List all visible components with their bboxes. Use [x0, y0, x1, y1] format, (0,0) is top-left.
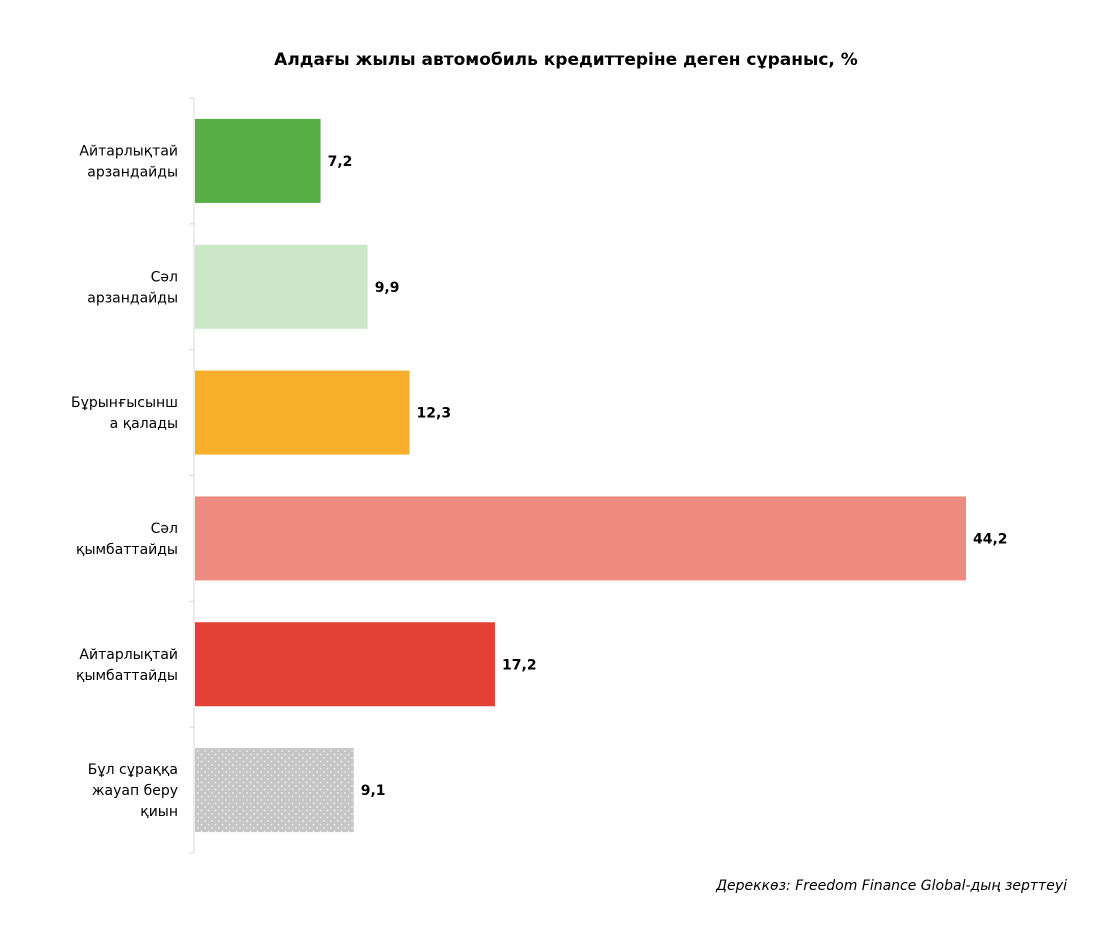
category-label-line: Сәл	[151, 269, 178, 285]
category-label-line: қымбаттайды	[76, 668, 178, 684]
category-label-line: арзандайды	[87, 290, 178, 306]
category-label-3: Бұрынғысынш а қалады	[71, 395, 178, 432]
value-label-2: 9,9	[375, 280, 400, 296]
category-label-1: Айтарлықтай арзандайды	[79, 143, 178, 180]
category-label-line: қымбаттайды	[76, 542, 178, 558]
category-label-line: арзандайды	[87, 164, 178, 180]
value-label-4: 44,2	[973, 531, 1008, 547]
category-label-line: Айтарлықтай	[79, 143, 178, 159]
category-label-line: а қалады	[110, 416, 178, 432]
category-label-line: Бұрынғысынш	[71, 395, 178, 411]
bars	[195, 118, 966, 833]
value-label-3: 12,3	[417, 406, 452, 422]
y-axis	[189, 97, 195, 854]
category-label-2: Сәл арзандайды	[87, 269, 178, 306]
value-label-6: 9,1	[361, 783, 386, 799]
category-label-line: қиын	[140, 804, 178, 820]
bar-1	[195, 118, 321, 203]
category-label-line: жауап беру	[92, 783, 178, 799]
bar-6	[195, 748, 354, 833]
category-label-line: Айтарлықтай	[79, 647, 178, 663]
chart-title: Алдағы жылы автомобиль кредиттеріне деге…	[274, 50, 858, 70]
bar-4	[195, 496, 966, 581]
category-label-6: Бұл сұраққа жауап беру қиын	[88, 762, 178, 820]
bar-3	[195, 370, 410, 455]
category-label-4: Сәл қымбаттайды	[76, 521, 178, 558]
category-label-line: Сәл	[151, 521, 178, 537]
value-label-1: 7,2	[328, 154, 353, 170]
value-label-5: 17,2	[502, 657, 537, 673]
source-note: Дереккөз: Freedom Finance Global-дың зер…	[716, 878, 1067, 894]
bar-5	[195, 622, 496, 707]
category-label-line: Бұл сұраққа	[88, 762, 178, 778]
bar-2	[195, 244, 368, 329]
labels: 7,2 Айтарлықтай арзандайды 9,9 Сәл арзандайды…	[71, 143, 1008, 820]
category-label-5: Айтарлықтай қымбаттайды	[76, 647, 178, 684]
